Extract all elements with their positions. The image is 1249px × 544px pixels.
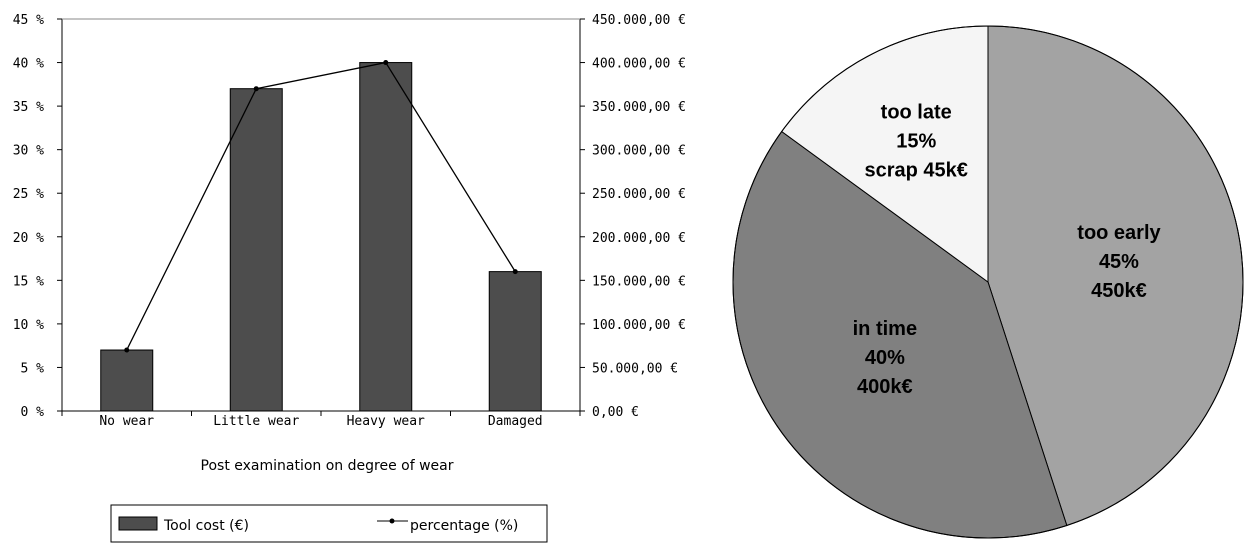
right-tick-label: 250.000,00 € — [592, 187, 686, 202]
category-label: Heavy wear — [347, 414, 425, 429]
pie-label-line: 450k€ — [1091, 280, 1147, 302]
bar — [488, 271, 542, 412]
left-tick-label: 5 % — [21, 361, 45, 376]
left-axis-ticks: 0 % 5 % 10 % 15 % 20 % 25 % 30 % 35 % 40 % 45 % — [13, 13, 62, 420]
left-tick-label: 45 % — [13, 13, 44, 28]
bar — [359, 62, 413, 412]
right-axis-ticks: 0,00 € 50.000,00 € 100.000,00 € 150.000,00 … — [580, 13, 686, 420]
combo-chart: 0 % 5 % 10 % 15 % 20 % 25 % 30 % 35 % 40 % 45 % 0… — [13, 13, 686, 543]
right-tick-label: 100.000,00 € — [592, 318, 686, 333]
legend: Tool cost (€) percentage (%) — [110, 504, 548, 543]
right-tick-label: 400.000,00 € — [592, 57, 686, 72]
right-tick-label: 450.000,00 € — [592, 13, 686, 28]
pie-label-line: 15% — [896, 131, 936, 153]
pie-slice-label: in time 40% 400k€ — [853, 318, 917, 398]
right-tick-label: 300.000,00 € — [592, 144, 686, 159]
left-tick-label: 30 % — [13, 144, 44, 159]
category-label: Damaged — [488, 414, 543, 429]
bar — [100, 349, 154, 412]
left-tick-label: 25 % — [13, 187, 44, 202]
legend-line-marker — [389, 518, 395, 524]
line-point — [383, 60, 389, 66]
right-tick-label: 150.000,00 € — [592, 274, 686, 289]
pie-label-line: too early — [1077, 222, 1161, 244]
axes — [61, 18, 581, 416]
legend-bar-label: Tool cost (€) — [163, 518, 249, 534]
left-tick-label: 35 % — [13, 100, 44, 115]
left-tick-label: 15 % — [13, 274, 44, 289]
pie-label-line: 40% — [865, 347, 905, 369]
x-axis-title: Post examination on degree of wear — [201, 458, 454, 474]
left-tick-label: 10 % — [13, 318, 44, 333]
bar — [229, 88, 283, 412]
right-tick-label: 0,00 € — [592, 405, 639, 420]
right-tick-label: 50.000,00 € — [592, 361, 678, 376]
pie-slice-label: too late 15% scrap 45k€ — [865, 102, 968, 182]
right-tick-label: 350.000,00 € — [592, 100, 686, 115]
pie-chart: too early 45% 450k€ in time 40% 400k€ too late… — [732, 25, 1244, 539]
line-point — [124, 347, 130, 353]
pie-label-line: too late — [881, 102, 952, 124]
pie-slice-label: too early 45% 450k€ — [1077, 222, 1161, 302]
category-label: Little wear — [213, 414, 299, 429]
legend-bar-swatch — [118, 516, 158, 531]
line-point — [253, 86, 259, 92]
left-tick-label: 40 % — [13, 57, 44, 72]
percentage-line — [126, 61, 516, 351]
left-tick-label: 20 % — [13, 231, 44, 246]
right-tick-label: 200.000,00 € — [592, 231, 686, 246]
legend-box — [110, 504, 548, 543]
left-tick-label: 0 % — [21, 405, 45, 420]
category-labels: No wear Little wear Heavy wear Damaged — [99, 414, 542, 429]
pie-label-line: 45% — [1099, 251, 1139, 273]
category-label: No wear — [99, 414, 154, 429]
pie-label-line: 400k€ — [857, 376, 913, 398]
pie-outline — [732, 25, 1244, 539]
line-point — [512, 269, 518, 275]
pie-label-line: scrap 45k€ — [865, 160, 968, 182]
line-series — [124, 60, 518, 353]
bar-series — [100, 62, 542, 412]
pie-label-line: in time — [853, 318, 917, 340]
legend-line-label: percentage (%) — [410, 518, 518, 534]
